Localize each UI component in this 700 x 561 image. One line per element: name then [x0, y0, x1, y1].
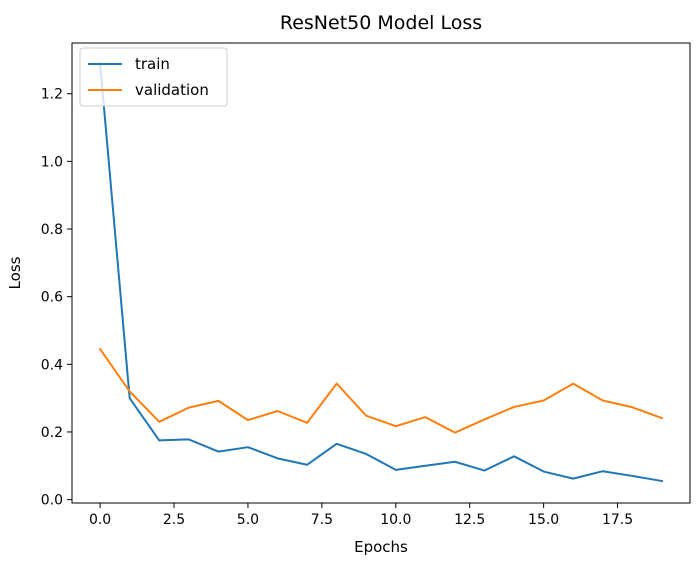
y-tick-label: 0.0 — [41, 493, 63, 509]
legend-box — [79, 47, 228, 107]
x-tick-label: 17.5 — [602, 512, 633, 528]
legend: train validation — [79, 47, 228, 107]
y-tick-label: 0.2 — [41, 425, 63, 441]
x-tick-label: 7.5 — [311, 512, 333, 528]
legend-label-validation: validation — [135, 81, 209, 99]
x-tick-label: 10.0 — [380, 512, 411, 528]
x-tick-label: 2.5 — [163, 512, 185, 528]
y-tick-label: 0.6 — [41, 290, 63, 306]
y-tick-label: 1.0 — [41, 154, 63, 170]
y-axis-label: Loss — [6, 256, 24, 289]
chart-title: ResNet50 Model Loss — [280, 12, 482, 34]
series-line-train — [99, 62, 664, 483]
y-tick-label: 0.4 — [41, 357, 63, 373]
plot-frame — [71, 42, 691, 504]
series-line-validation — [98, 347, 664, 434]
x-axis-label: Epochs — [354, 538, 408, 556]
x-tick-label: 5.0 — [237, 512, 259, 528]
x-tick-label: 0.0 — [89, 512, 111, 528]
y-tick-label: 0.8 — [41, 222, 63, 238]
y-tick-label: 1.2 — [41, 87, 63, 103]
legend-label-train: train — [135, 55, 170, 73]
x-tick-label: 12.5 — [454, 512, 485, 528]
plot-area: 0.0 2.5 5.0 7.5 10.0 12.5 15.0 17.5 0.0 0.2 0.4 0.6… — [41, 62, 664, 528]
x-tick-label: 15.0 — [528, 512, 559, 528]
